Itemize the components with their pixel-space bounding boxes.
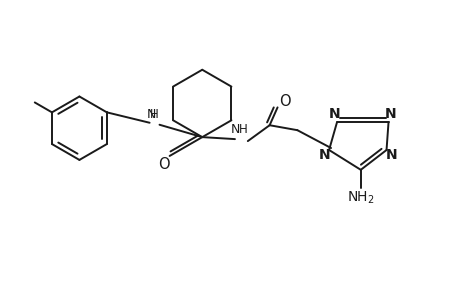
Text: N: N: [146, 108, 156, 121]
Text: NH$_2$: NH$_2$: [346, 189, 374, 206]
Text: N: N: [318, 148, 329, 162]
Text: N: N: [329, 107, 340, 121]
Text: N: N: [384, 107, 396, 121]
Text: O: O: [157, 158, 169, 172]
Text: N: N: [385, 148, 397, 162]
Text: O: O: [278, 94, 290, 109]
Text: N: N: [230, 123, 240, 136]
Text: H: H: [238, 123, 247, 136]
Text: H: H: [150, 108, 159, 121]
